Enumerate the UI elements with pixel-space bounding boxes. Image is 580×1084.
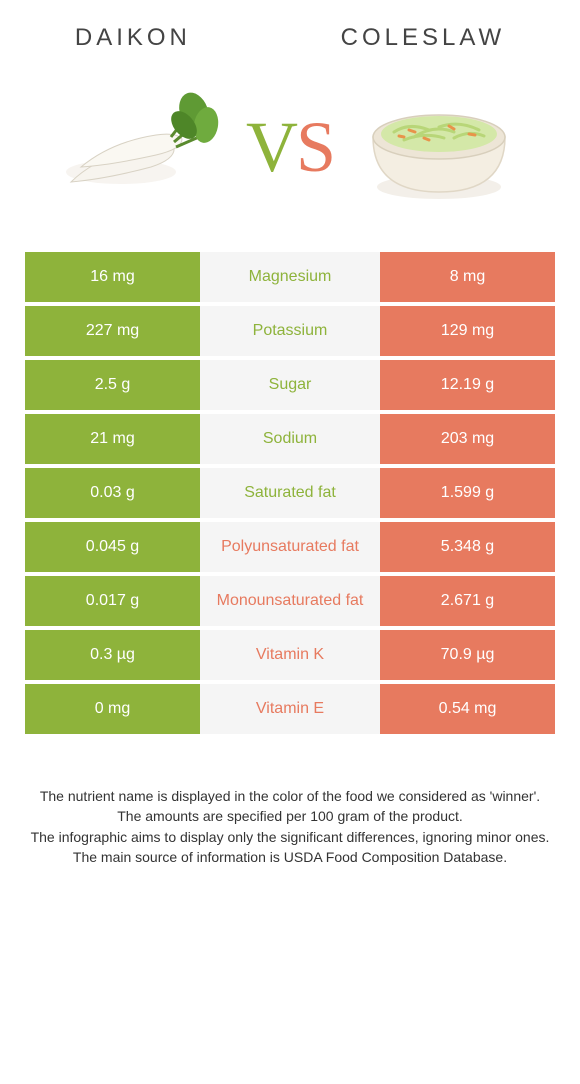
comparison-table: 16 mgMagnesium8 mg227 mgPotassium129 mg2…	[25, 252, 555, 738]
table-row: 227 mgPotassium129 mg	[25, 306, 555, 360]
vs-v: V	[246, 107, 296, 187]
nutrient-label: Saturated fat	[200, 468, 380, 518]
nutrient-label: Vitamin E	[200, 684, 380, 734]
nutrient-label: Monounsaturated fat	[200, 576, 380, 626]
right-value: 1.599 g	[380, 468, 555, 518]
header: DAIKON COLESLAW	[0, 0, 580, 62]
table-row: 0 mgVitamin E0.54 mg	[25, 684, 555, 738]
coleslaw-image	[354, 82, 524, 212]
left-value: 227 mg	[25, 306, 200, 356]
right-value: 2.671 g	[380, 576, 555, 626]
vs-s: S	[296, 107, 334, 187]
table-row: 16 mgMagnesium8 mg	[25, 252, 555, 306]
nutrient-label: Potassium	[200, 306, 380, 356]
right-value: 0.54 mg	[380, 684, 555, 734]
nutrient-label: Sugar	[200, 360, 380, 410]
table-row: 0.3 µgVitamin K70.9 µg	[25, 630, 555, 684]
footnote-line: The main source of information is USDA F…	[20, 847, 560, 867]
left-value: 21 mg	[25, 414, 200, 464]
title-left: DAIKON	[75, 24, 191, 52]
nutrient-label: Magnesium	[200, 252, 380, 302]
vs-row: VS	[0, 62, 580, 252]
nutrient-label: Polyunsaturated fat	[200, 522, 380, 572]
right-value: 203 mg	[380, 414, 555, 464]
right-value: 5.348 g	[380, 522, 555, 572]
daikon-image	[56, 82, 226, 212]
footnote-line: The amounts are specified per 100 gram o…	[20, 806, 560, 826]
footnote: The nutrient name is displayed in the co…	[20, 786, 560, 867]
left-value: 0 mg	[25, 684, 200, 734]
left-value: 0.03 g	[25, 468, 200, 518]
right-value: 12.19 g	[380, 360, 555, 410]
left-value: 2.5 g	[25, 360, 200, 410]
table-row: 2.5 gSugar12.19 g	[25, 360, 555, 414]
table-row: 21 mgSodium203 mg	[25, 414, 555, 468]
footnote-line: The nutrient name is displayed in the co…	[20, 786, 560, 806]
vs-label: VS	[246, 106, 334, 189]
nutrient-label: Sodium	[200, 414, 380, 464]
right-value: 129 mg	[380, 306, 555, 356]
left-value: 0.045 g	[25, 522, 200, 572]
left-value: 0.3 µg	[25, 630, 200, 680]
right-value: 70.9 µg	[380, 630, 555, 680]
footnote-line: The infographic aims to display only the…	[20, 827, 560, 847]
table-row: 0.045 gPolyunsaturated fat5.348 g	[25, 522, 555, 576]
table-row: 0.017 gMonounsaturated fat2.671 g	[25, 576, 555, 630]
title-right: COLESLAW	[341, 24, 505, 52]
right-value: 8 mg	[380, 252, 555, 302]
left-value: 16 mg	[25, 252, 200, 302]
nutrient-label: Vitamin K	[200, 630, 380, 680]
table-row: 0.03 gSaturated fat1.599 g	[25, 468, 555, 522]
left-value: 0.017 g	[25, 576, 200, 626]
